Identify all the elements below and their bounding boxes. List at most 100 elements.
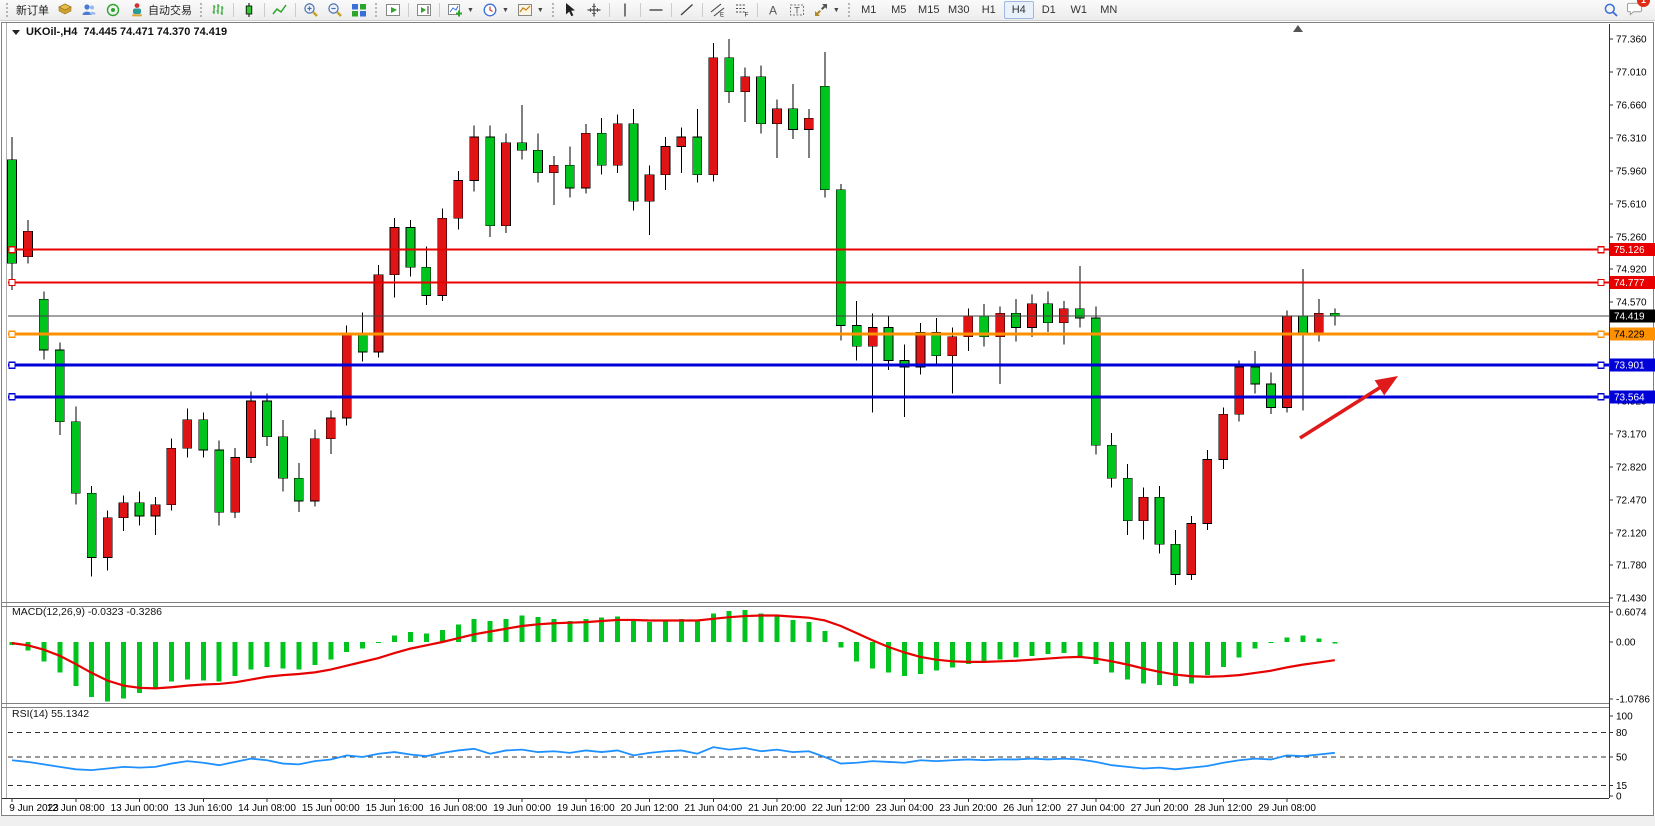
templates-button[interactable]: ▼: [513, 1, 548, 19]
fibonacci-button[interactable]: F: [730, 1, 754, 19]
tile-windows-icon: [351, 2, 367, 18]
line-handle[interactable]: [8, 330, 16, 338]
horizontal-line-button[interactable]: [644, 1, 668, 19]
macd-histogram-bar: [1284, 637, 1290, 642]
tf-w1-button[interactable]: W1: [1070, 4, 1088, 16]
macd-histogram-bar: [551, 618, 557, 642]
equidistant-channel-button[interactable]: E: [706, 1, 730, 19]
auto-trading-button[interactable]: 自动交易: [125, 1, 196, 19]
candle: [708, 57, 719, 176]
chart-shift-marker[interactable]: [1293, 25, 1303, 32]
candle: [294, 477, 304, 502]
trendline-button[interactable]: [675, 1, 699, 19]
search-icon[interactable]: [1603, 2, 1619, 18]
rsi-label: RSI(14) 55.1342: [12, 708, 89, 720]
price-line-label: [1610, 275, 1655, 289]
candle: [1027, 303, 1037, 328]
periods-button[interactable]: ▼: [478, 1, 513, 19]
candlestick-button[interactable]: [237, 1, 261, 19]
candlestick-icon: [241, 2, 257, 18]
time-label: 16 Jun 08:00: [429, 803, 487, 814]
chart-title: UKOil-,H4 74.445 74.471 74.370 74.419: [12, 26, 227, 38]
indicators-button[interactable]: ▼: [443, 1, 478, 19]
tf-h4-button[interactable]: H4: [1003, 1, 1034, 19]
macd-histogram-bar: [902, 642, 907, 677]
macd-histogram-bar: [647, 622, 652, 642]
trend-arrow[interactable]: [1299, 383, 1385, 440]
line-handle[interactable]: [8, 278, 16, 287]
macd-histogram-bar: [168, 642, 174, 682]
candle: [756, 76, 766, 125]
signal-button[interactable]: [101, 1, 125, 19]
candle: [1090, 317, 1101, 446]
text-label-button[interactable]: T: [785, 1, 809, 19]
history-center-button[interactable]: [53, 1, 77, 19]
tf-m30-button[interactable]: M30: [948, 4, 970, 16]
auto-scroll-button[interactable]: [381, 1, 405, 19]
tf-m5-button[interactable]: M5: [891, 4, 907, 16]
time-label: 20 Jun 12:00: [621, 803, 679, 814]
toolbar-grip[interactable]: [847, 3, 850, 17]
candle: [867, 327, 878, 347]
tile-windows-button[interactable]: [347, 1, 371, 19]
macd-histogram-bar: [678, 618, 684, 642]
price-line-label-text: 74.777: [1614, 278, 1645, 289]
macd-histogram-bar: [407, 632, 413, 642]
line-handle[interactable]: [1597, 245, 1605, 254]
rsi-scale-label: 50: [1616, 753, 1628, 764]
toolbar-grip[interactable]: [6, 3, 8, 17]
bar-chart-button[interactable]: [206, 1, 230, 19]
candle: [198, 419, 209, 451]
macd-histogram-bar: [822, 630, 828, 642]
symbol-dropdown-icon[interactable]: [12, 29, 20, 35]
candle: [1329, 312, 1340, 317]
zoom-in-button[interactable]: [299, 1, 323, 19]
text-button[interactable]: A: [761, 1, 785, 19]
toolbar-grip[interactable]: [551, 3, 554, 17]
macd-histogram-bar: [631, 619, 637, 642]
time-label: 9 Jun 2023: [9, 803, 59, 814]
vertical-line-button[interactable]: [613, 1, 637, 19]
crosshair-button[interactable]: [582, 1, 606, 19]
macd-histogram-bar: [248, 642, 254, 670]
line-chart-button[interactable]: [268, 1, 292, 19]
macd-histogram-bar: [137, 642, 142, 693]
macd-histogram-bar: [870, 642, 876, 669]
macd-histogram-bar: [567, 621, 573, 642]
candle: [1170, 543, 1181, 575]
candle: [453, 180, 464, 219]
candle: [772, 108, 782, 125]
contacts-button[interactable]: [77, 1, 101, 19]
notifications-button[interactable]: 1: [1627, 0, 1650, 21]
line-handle[interactable]: [8, 245, 16, 254]
text-icon: A: [765, 2, 781, 18]
tf-d1-button[interactable]: D1: [1041, 4, 1056, 16]
rsi-value: 55.1342: [51, 708, 90, 720]
macd-histogram-bar: [742, 609, 748, 642]
line-handle[interactable]: [8, 361, 16, 369]
macd-histogram-bar: [360, 642, 366, 649]
trend-arrow-head[interactable]: [1374, 376, 1398, 396]
cursor-button[interactable]: [558, 1, 582, 19]
line-handle[interactable]: [1597, 330, 1605, 338]
arrows-button[interactable]: ▼: [809, 1, 844, 19]
line-handle[interactable]: [1597, 393, 1605, 401]
tf-h1-button[interactable]: H1: [981, 4, 996, 16]
line-handle[interactable]: [1597, 361, 1605, 369]
chart-shift-button[interactable]: [412, 1, 436, 19]
time-label: 28 Jun 12:00: [1194, 803, 1252, 814]
zoom-out-button[interactable]: [323, 1, 347, 19]
line-handle[interactable]: [1597, 278, 1605, 287]
tf-m1-button[interactable]: M1: [861, 4, 877, 16]
toolbar-grip[interactable]: [200, 3, 202, 17]
new-order-button[interactable]: 新订单: [12, 1, 53, 19]
toolbar-grip[interactable]: [375, 3, 377, 17]
candle: [437, 217, 448, 296]
price-tick-label: 72.120: [1616, 528, 1647, 539]
tf-mn-button[interactable]: MN: [1100, 4, 1118, 16]
line-chart-icon: [272, 2, 288, 18]
line-handle[interactable]: [8, 393, 16, 401]
tf-m15-button[interactable]: M15: [918, 4, 940, 16]
macd-histogram-bar: [1188, 642, 1194, 684]
